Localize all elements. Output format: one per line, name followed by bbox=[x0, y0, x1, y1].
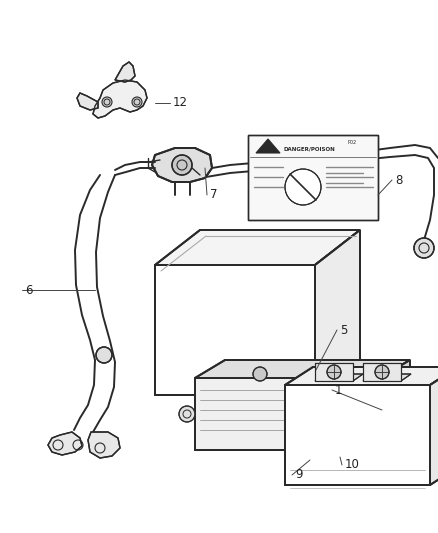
Text: 10: 10 bbox=[345, 458, 360, 472]
Ellipse shape bbox=[300, 380, 330, 392]
Text: 5: 5 bbox=[340, 324, 347, 336]
Circle shape bbox=[285, 169, 321, 205]
Polygon shape bbox=[430, 367, 438, 485]
Text: P02: P02 bbox=[348, 141, 357, 146]
Text: 7: 7 bbox=[210, 189, 218, 201]
Bar bbox=[285, 385, 430, 485]
Polygon shape bbox=[77, 93, 98, 110]
Polygon shape bbox=[195, 360, 410, 378]
Bar bbox=[195, 378, 380, 450]
Polygon shape bbox=[88, 432, 120, 458]
Polygon shape bbox=[115, 62, 135, 82]
Circle shape bbox=[327, 365, 341, 379]
Polygon shape bbox=[48, 432, 82, 455]
Text: 12: 12 bbox=[173, 96, 188, 109]
Bar bbox=[315, 363, 353, 381]
Polygon shape bbox=[315, 374, 363, 381]
Ellipse shape bbox=[210, 380, 240, 392]
Circle shape bbox=[380, 406, 396, 422]
Polygon shape bbox=[155, 230, 360, 265]
Polygon shape bbox=[256, 139, 280, 153]
Bar bbox=[248, 135, 378, 220]
Circle shape bbox=[102, 97, 112, 107]
Circle shape bbox=[96, 347, 112, 363]
Polygon shape bbox=[380, 360, 410, 450]
Bar bbox=[363, 363, 401, 381]
Text: 9: 9 bbox=[295, 469, 303, 481]
Circle shape bbox=[132, 97, 142, 107]
Polygon shape bbox=[363, 374, 411, 381]
Bar bbox=[248, 135, 378, 220]
Polygon shape bbox=[93, 80, 147, 118]
Bar bbox=[155, 265, 315, 395]
Circle shape bbox=[333, 367, 347, 381]
Polygon shape bbox=[152, 148, 212, 182]
Polygon shape bbox=[285, 367, 438, 385]
Circle shape bbox=[253, 367, 267, 381]
Text: 8: 8 bbox=[395, 174, 403, 187]
Circle shape bbox=[375, 365, 389, 379]
Circle shape bbox=[414, 238, 434, 258]
Bar bbox=[363, 363, 401, 381]
Ellipse shape bbox=[255, 380, 285, 392]
Text: DANGER/POISON: DANGER/POISON bbox=[284, 147, 336, 151]
Bar bbox=[315, 363, 353, 381]
Text: 6: 6 bbox=[25, 284, 32, 296]
Circle shape bbox=[179, 406, 195, 422]
Circle shape bbox=[172, 155, 192, 175]
Bar bbox=[155, 265, 315, 395]
Bar bbox=[195, 378, 380, 450]
Polygon shape bbox=[315, 230, 360, 395]
Bar bbox=[285, 385, 430, 485]
Text: 1: 1 bbox=[335, 384, 343, 397]
